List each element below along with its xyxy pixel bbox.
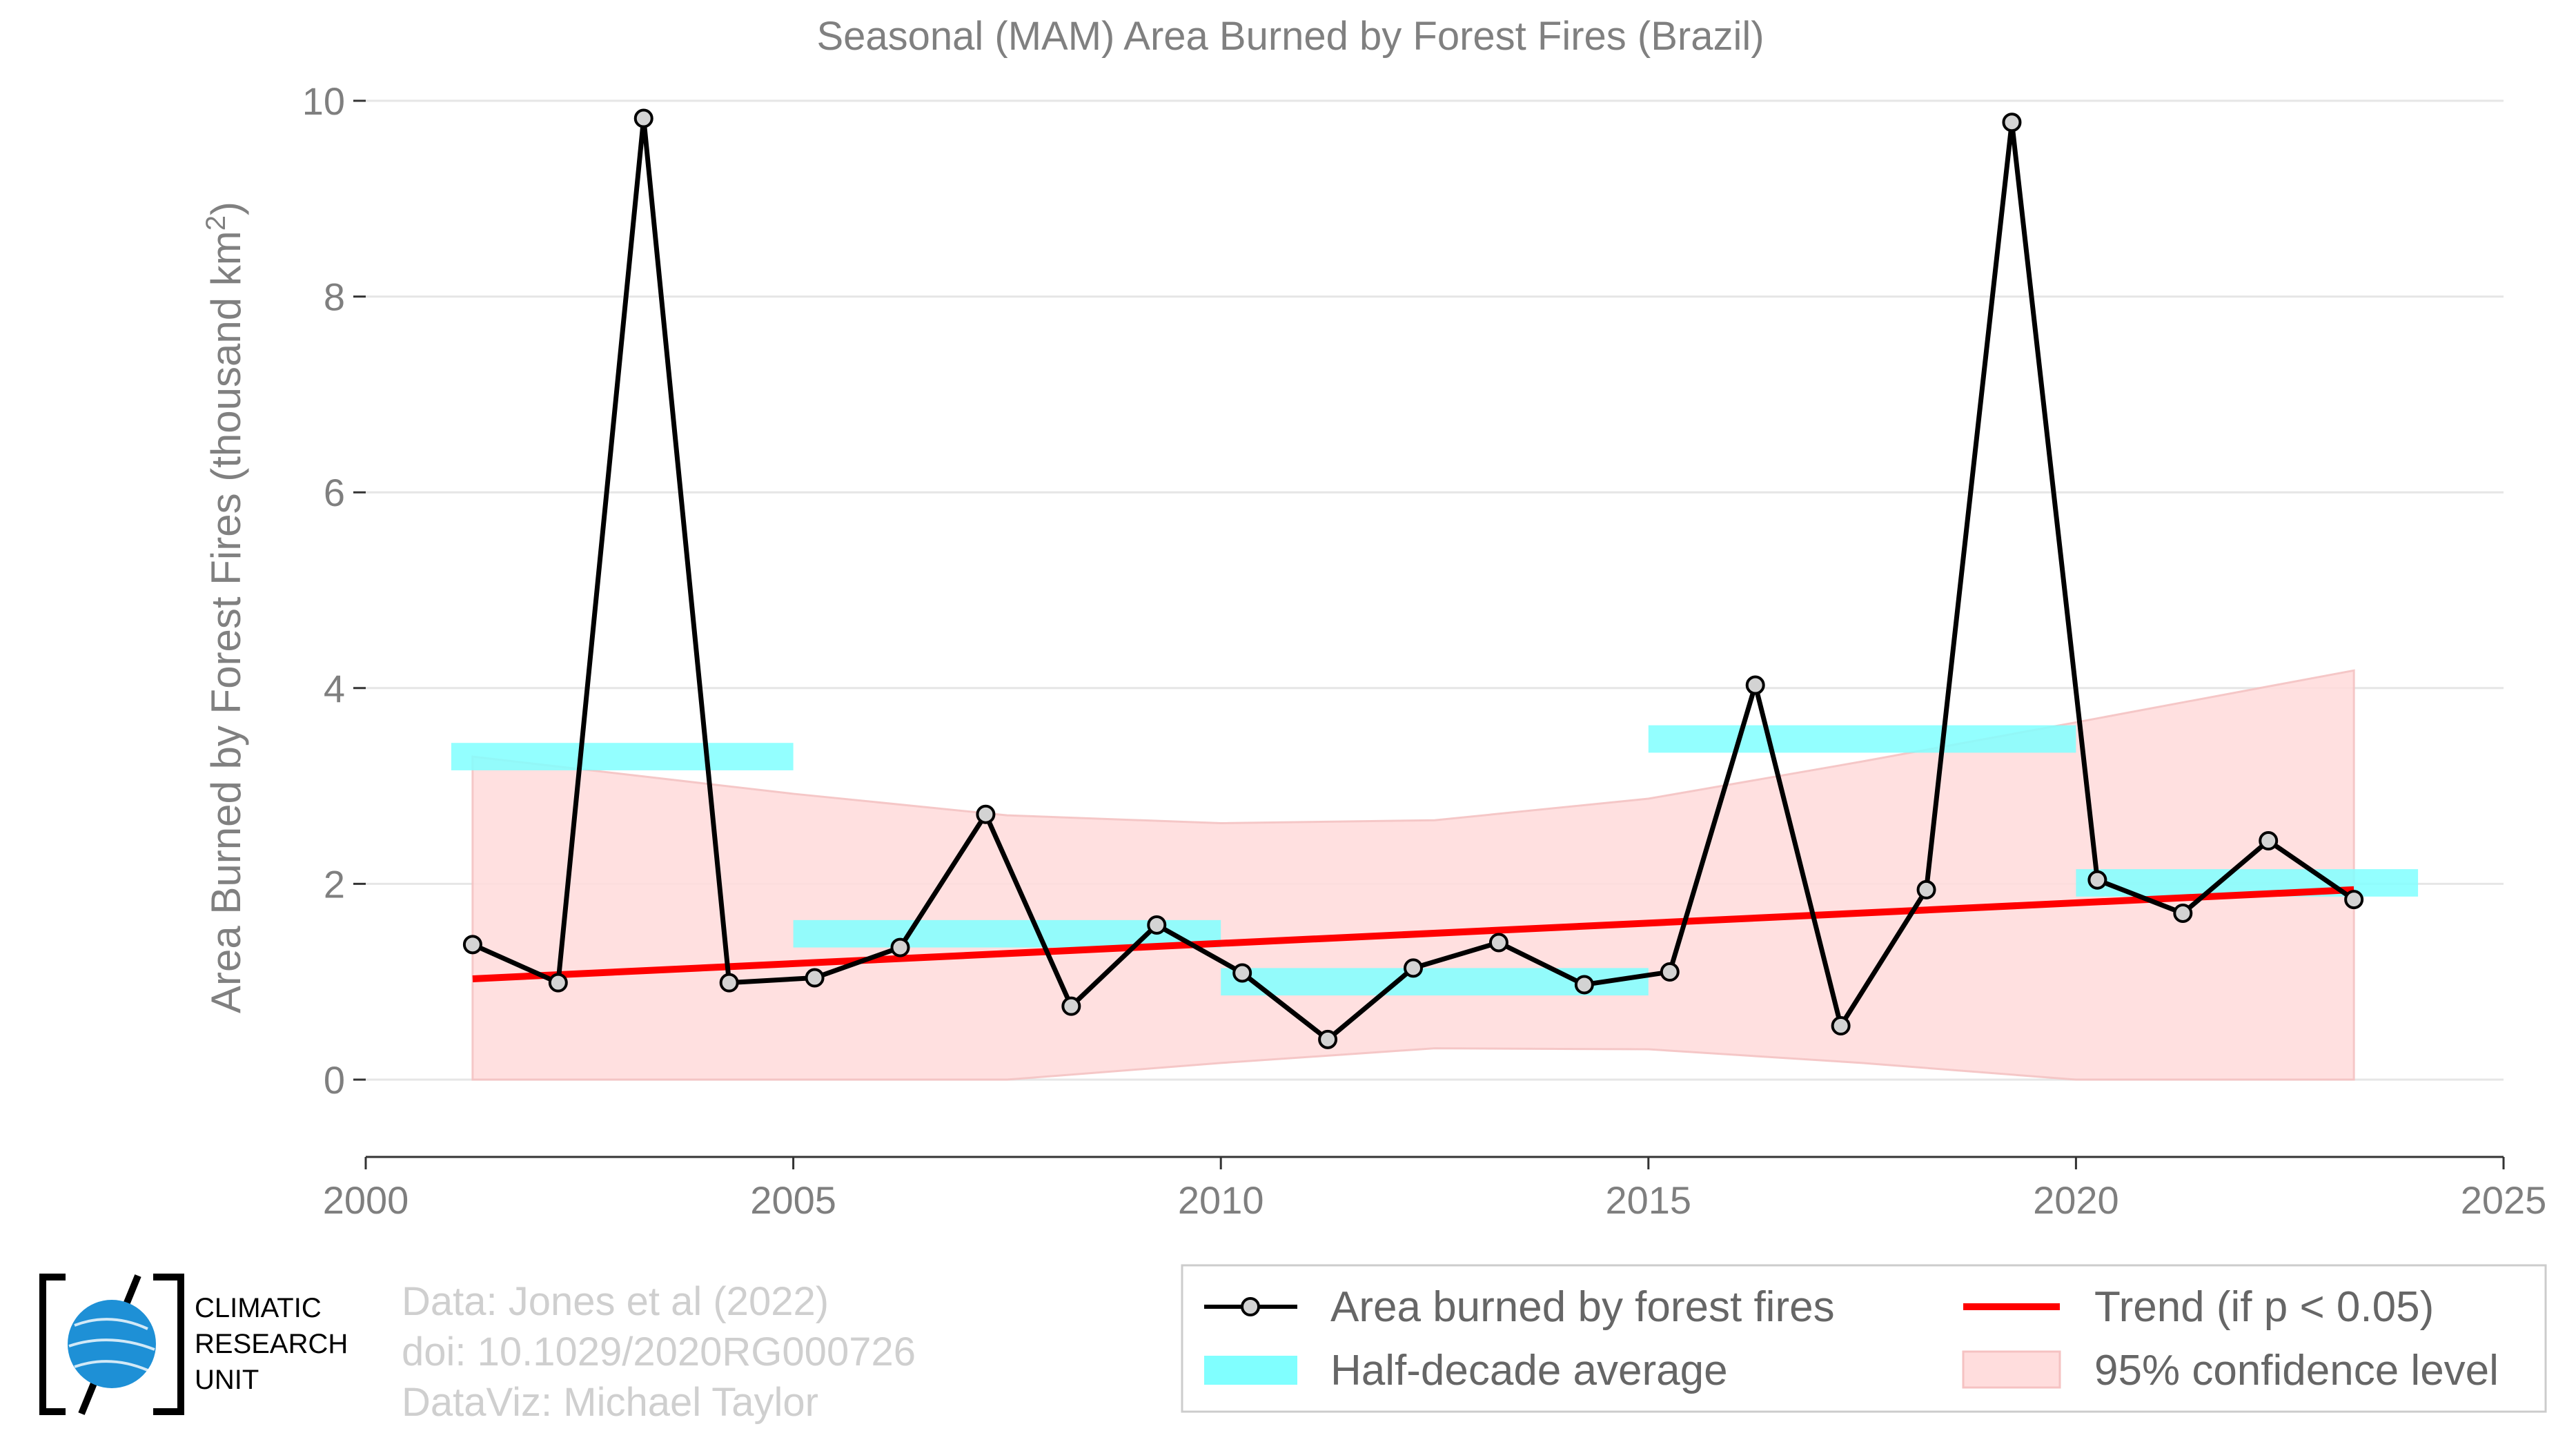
data-point [976, 804, 996, 824]
y-axis-ticks: 0 2 4 6 8 10 [302, 79, 366, 1102]
x-tick-label: 2020 [2033, 1178, 2119, 1222]
data-point [890, 937, 910, 957]
data-point [1745, 675, 1765, 695]
legend-label-confidence: 95% confidence level [2094, 1347, 2499, 1394]
y-tick-label: 4 [324, 667, 345, 710]
y-tick-label: 2 [324, 862, 345, 906]
data-point [1147, 915, 1167, 935]
logo-text-climatic: CLIMATIC [195, 1293, 322, 1323]
y-axis-label-text: Area Burned by Forest Fires (thousand km [203, 231, 249, 1013]
confidence-band-layer [471, 669, 2355, 1081]
confidence-band [471, 669, 2355, 1081]
x-tick-label: 2010 [1178, 1178, 1264, 1222]
y-tick-label: 6 [324, 471, 345, 514]
data-point [1574, 975, 1594, 995]
data-point [1232, 963, 1252, 983]
logo-bracket-right [153, 1274, 184, 1415]
credit-data: Data: Jones et al (2022) [402, 1279, 829, 1324]
half-decade-bar [451, 743, 794, 770]
globe-lines [68, 1318, 155, 1372]
data-point [2173, 903, 2193, 923]
y-tick-label: 10 [302, 79, 345, 123]
data-point [1061, 996, 1081, 1016]
data-point [1831, 1016, 1851, 1036]
legend-box [1181, 1264, 2547, 1413]
credits: Data: Jones et al (2022) doi: 10.1029/20… [402, 1279, 916, 1425]
legend-label-series: Area burned by forest fires [1330, 1283, 1835, 1331]
data-point [1660, 962, 1680, 982]
data-point [2002, 113, 2022, 133]
legend-label-average: Half-decade average [1330, 1347, 1728, 1394]
data-point [2344, 890, 2364, 910]
data-point [2259, 831, 2279, 851]
data-point [1916, 879, 1936, 899]
chart-title: Seasonal (MAM) Area Burned by Forest Fir… [816, 14, 1764, 59]
data-point [1318, 1029, 1338, 1049]
data-point [462, 935, 482, 955]
data-point [548, 973, 568, 993]
cru-logo: CLIMATIC RESEARCH UNIT [39, 1274, 348, 1415]
data-point [1488, 933, 1508, 953]
legend: Area burned by forest fires Half-decade … [1181, 1264, 2547, 1413]
trend-line [472, 886, 2354, 982]
trend-layer [472, 886, 2354, 982]
logo-text-research: RESEARCH [195, 1329, 348, 1359]
y-axis-label: Area Burned by Forest Fires (thousand km… [201, 202, 249, 1013]
legend-swatch-confidence [1962, 1350, 2061, 1389]
credit-dataviz: DataViz: Michael Taylor [402, 1380, 818, 1425]
legend-label-trend: Trend (if p < 0.05) [2094, 1283, 2434, 1331]
y-tick-label: 0 [324, 1058, 345, 1102]
legend-swatch-average [1204, 1356, 1297, 1385]
x-tick-label: 2015 [1606, 1178, 1692, 1222]
y-axis-label-superscript: 2 [201, 215, 231, 231]
x-tick-label: 2025 [2461, 1178, 2547, 1222]
y-tick-label: 8 [324, 275, 345, 319]
logo-bracket-left [39, 1274, 66, 1415]
data-point [2087, 870, 2107, 890]
y-axis-label-close: ) [203, 202, 249, 215]
half-decade-bar [1648, 725, 2076, 753]
credit-doi: doi: 10.1029/2020RG000726 [402, 1330, 916, 1374]
legend-swatch-marker [1241, 1297, 1260, 1316]
data-point [1404, 958, 1424, 978]
data-point [633, 108, 653, 128]
x-tick-label: 2000 [323, 1178, 409, 1222]
x-axis: 2000 2005 2010 2015 2020 2025 [323, 1156, 2547, 1222]
data-point [805, 968, 825, 988]
data-point [719, 973, 739, 993]
logo-text-unit: UNIT [195, 1365, 259, 1395]
series-layer [462, 108, 2364, 1049]
x-tick-label: 2005 [750, 1178, 836, 1222]
